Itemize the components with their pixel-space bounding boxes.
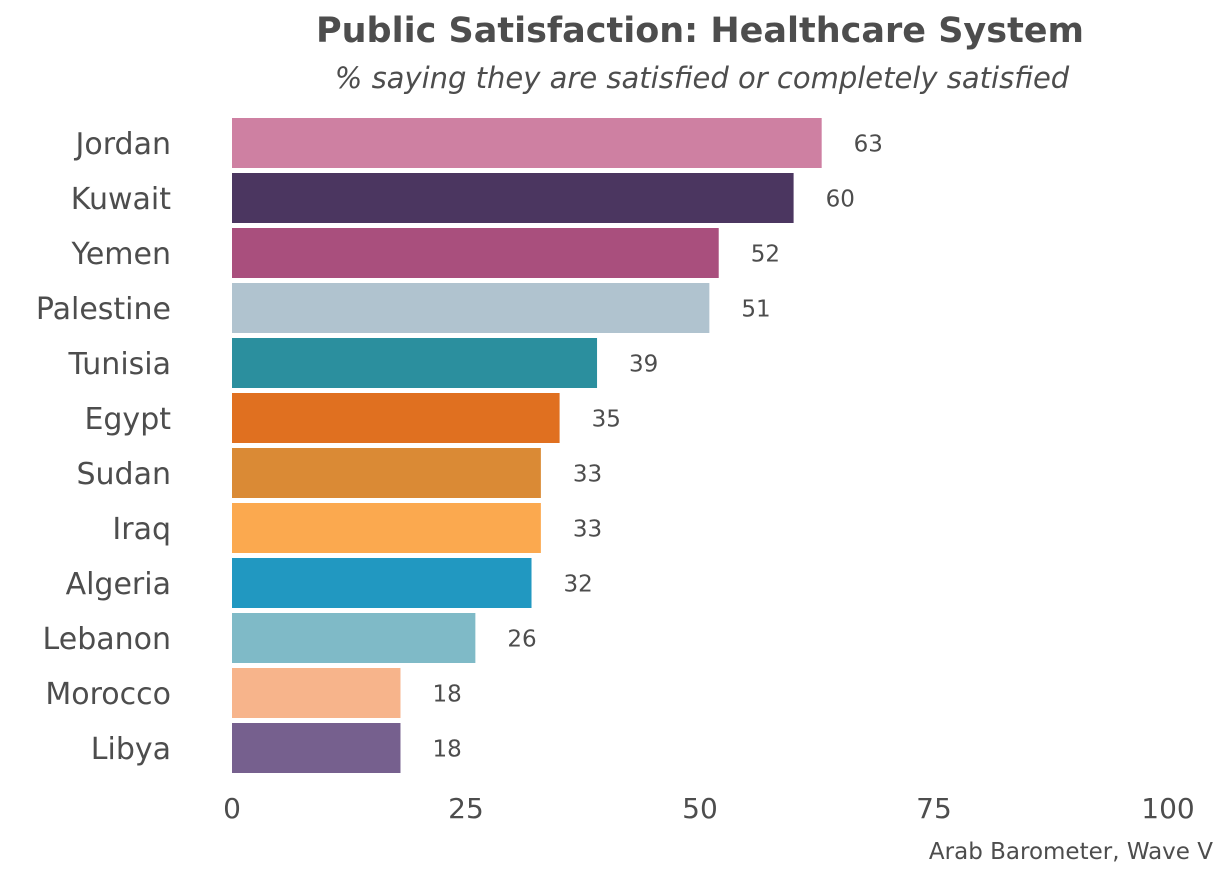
value-label-egypt: 35 <box>592 406 621 432</box>
x-tick-label-0: 0 <box>223 792 241 825</box>
bar-egypt <box>232 393 560 443</box>
bar-palestine <box>232 283 710 333</box>
x-axis: 0 25 50 75 100 <box>223 792 1195 825</box>
value-label-iraq: 33 <box>573 516 602 542</box>
chart-caption: Arab Barometer, Wave V <box>929 839 1213 865</box>
value-label-algeria: 32 <box>564 571 593 597</box>
value-label-lebanon: 26 <box>507 626 536 652</box>
category-label-lebanon: Lebanon <box>43 622 171 657</box>
value-label-libya: 18 <box>432 736 461 762</box>
value-label-sudan: 33 <box>573 461 602 487</box>
chart-title: Public Satisfaction: Healthcare System <box>316 11 1084 51</box>
bars-layer <box>232 118 822 773</box>
value-label-jordan: 63 <box>854 131 883 157</box>
category-label-tunisia: Tunisia <box>68 347 171 382</box>
category-label-iraq: Iraq <box>112 512 171 547</box>
value-label-kuwait: 60 <box>826 186 855 212</box>
x-tick-label-100: 100 <box>1141 792 1194 825</box>
bar-morocco <box>232 668 401 718</box>
category-label-algeria: Algeria <box>66 567 171 602</box>
value-label-palestine: 51 <box>741 296 770 322</box>
bar-iraq <box>232 503 541 553</box>
bar-tunisia <box>232 338 598 388</box>
bar-kuwait <box>232 173 794 223</box>
category-label-yemen: Yemen <box>71 237 172 272</box>
bar-algeria <box>232 558 532 608</box>
category-label-egypt: Egypt <box>84 402 171 437</box>
value-label-yemen: 52 <box>751 241 780 267</box>
category-label-morocco: Morocco <box>45 677 171 712</box>
category-label-palestine: Palestine <box>36 292 171 327</box>
bar-lebanon <box>232 613 476 663</box>
bar-sudan <box>232 448 541 498</box>
chart-subtitle: % saying they are satisfied or completel… <box>335 61 1070 95</box>
category-label-sudan: Sudan <box>77 457 172 492</box>
bar-yemen <box>232 228 719 278</box>
x-tick-label-50: 50 <box>682 792 718 825</box>
bar-jordan <box>232 118 822 168</box>
category-labels: Jordan Kuwait Yemen Palestine Tunisia Egypt Su… <box>36 127 171 767</box>
x-tick-label-75: 75 <box>916 792 952 825</box>
bar-libya <box>232 723 401 773</box>
x-tick-label-25: 25 <box>448 792 484 825</box>
category-label-kuwait: Kuwait <box>71 182 171 217</box>
category-label-libya: Libya <box>91 732 171 767</box>
value-label-morocco: 18 <box>432 681 461 707</box>
value-label-tunisia: 39 <box>629 351 658 377</box>
category-label-jordan: Jordan <box>74 127 171 162</box>
value-labels: 63 60 52 51 39 35 33 33 32 26 18 18 <box>432 131 882 762</box>
